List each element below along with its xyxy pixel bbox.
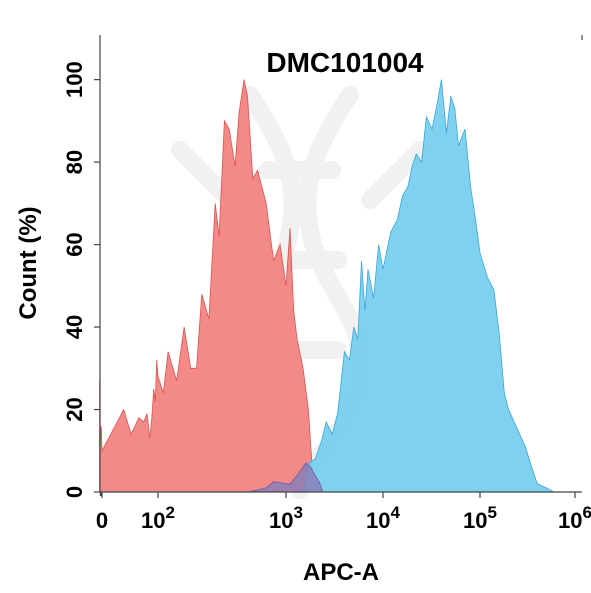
histogram-series-2 (302, 79, 555, 493)
x-tick-label-0: 0 (96, 508, 108, 533)
x-tick-label-4: 105 (463, 503, 497, 533)
x-tick-label-5: 106 (558, 503, 591, 533)
x-ticks: 0 102 103 104 105 106 (96, 492, 591, 533)
x-axis-title: APC-A (303, 559, 379, 586)
series-layer (99, 79, 555, 493)
y-axis-title: Count (%) (15, 206, 42, 319)
y-ticks: 0 20 40 60 80 100 (62, 61, 100, 498)
x-tick-label-3: 104 (366, 503, 400, 533)
y-tick-label-80: 80 (62, 150, 87, 174)
chart-title: DMC101004 (266, 47, 424, 78)
y-tick-label-40: 40 (62, 315, 87, 339)
y-tick-label-20: 20 (62, 397, 87, 421)
y-tick-label-100: 100 (62, 61, 87, 98)
x-tick-label-1: 102 (141, 503, 175, 533)
y-tick-label-0: 0 (62, 486, 87, 498)
histogram-series-1 (99, 79, 316, 493)
y-tick-label-60: 60 (62, 232, 87, 256)
histogram-series-3 (247, 462, 324, 493)
x-tick-label-2: 103 (269, 503, 303, 533)
